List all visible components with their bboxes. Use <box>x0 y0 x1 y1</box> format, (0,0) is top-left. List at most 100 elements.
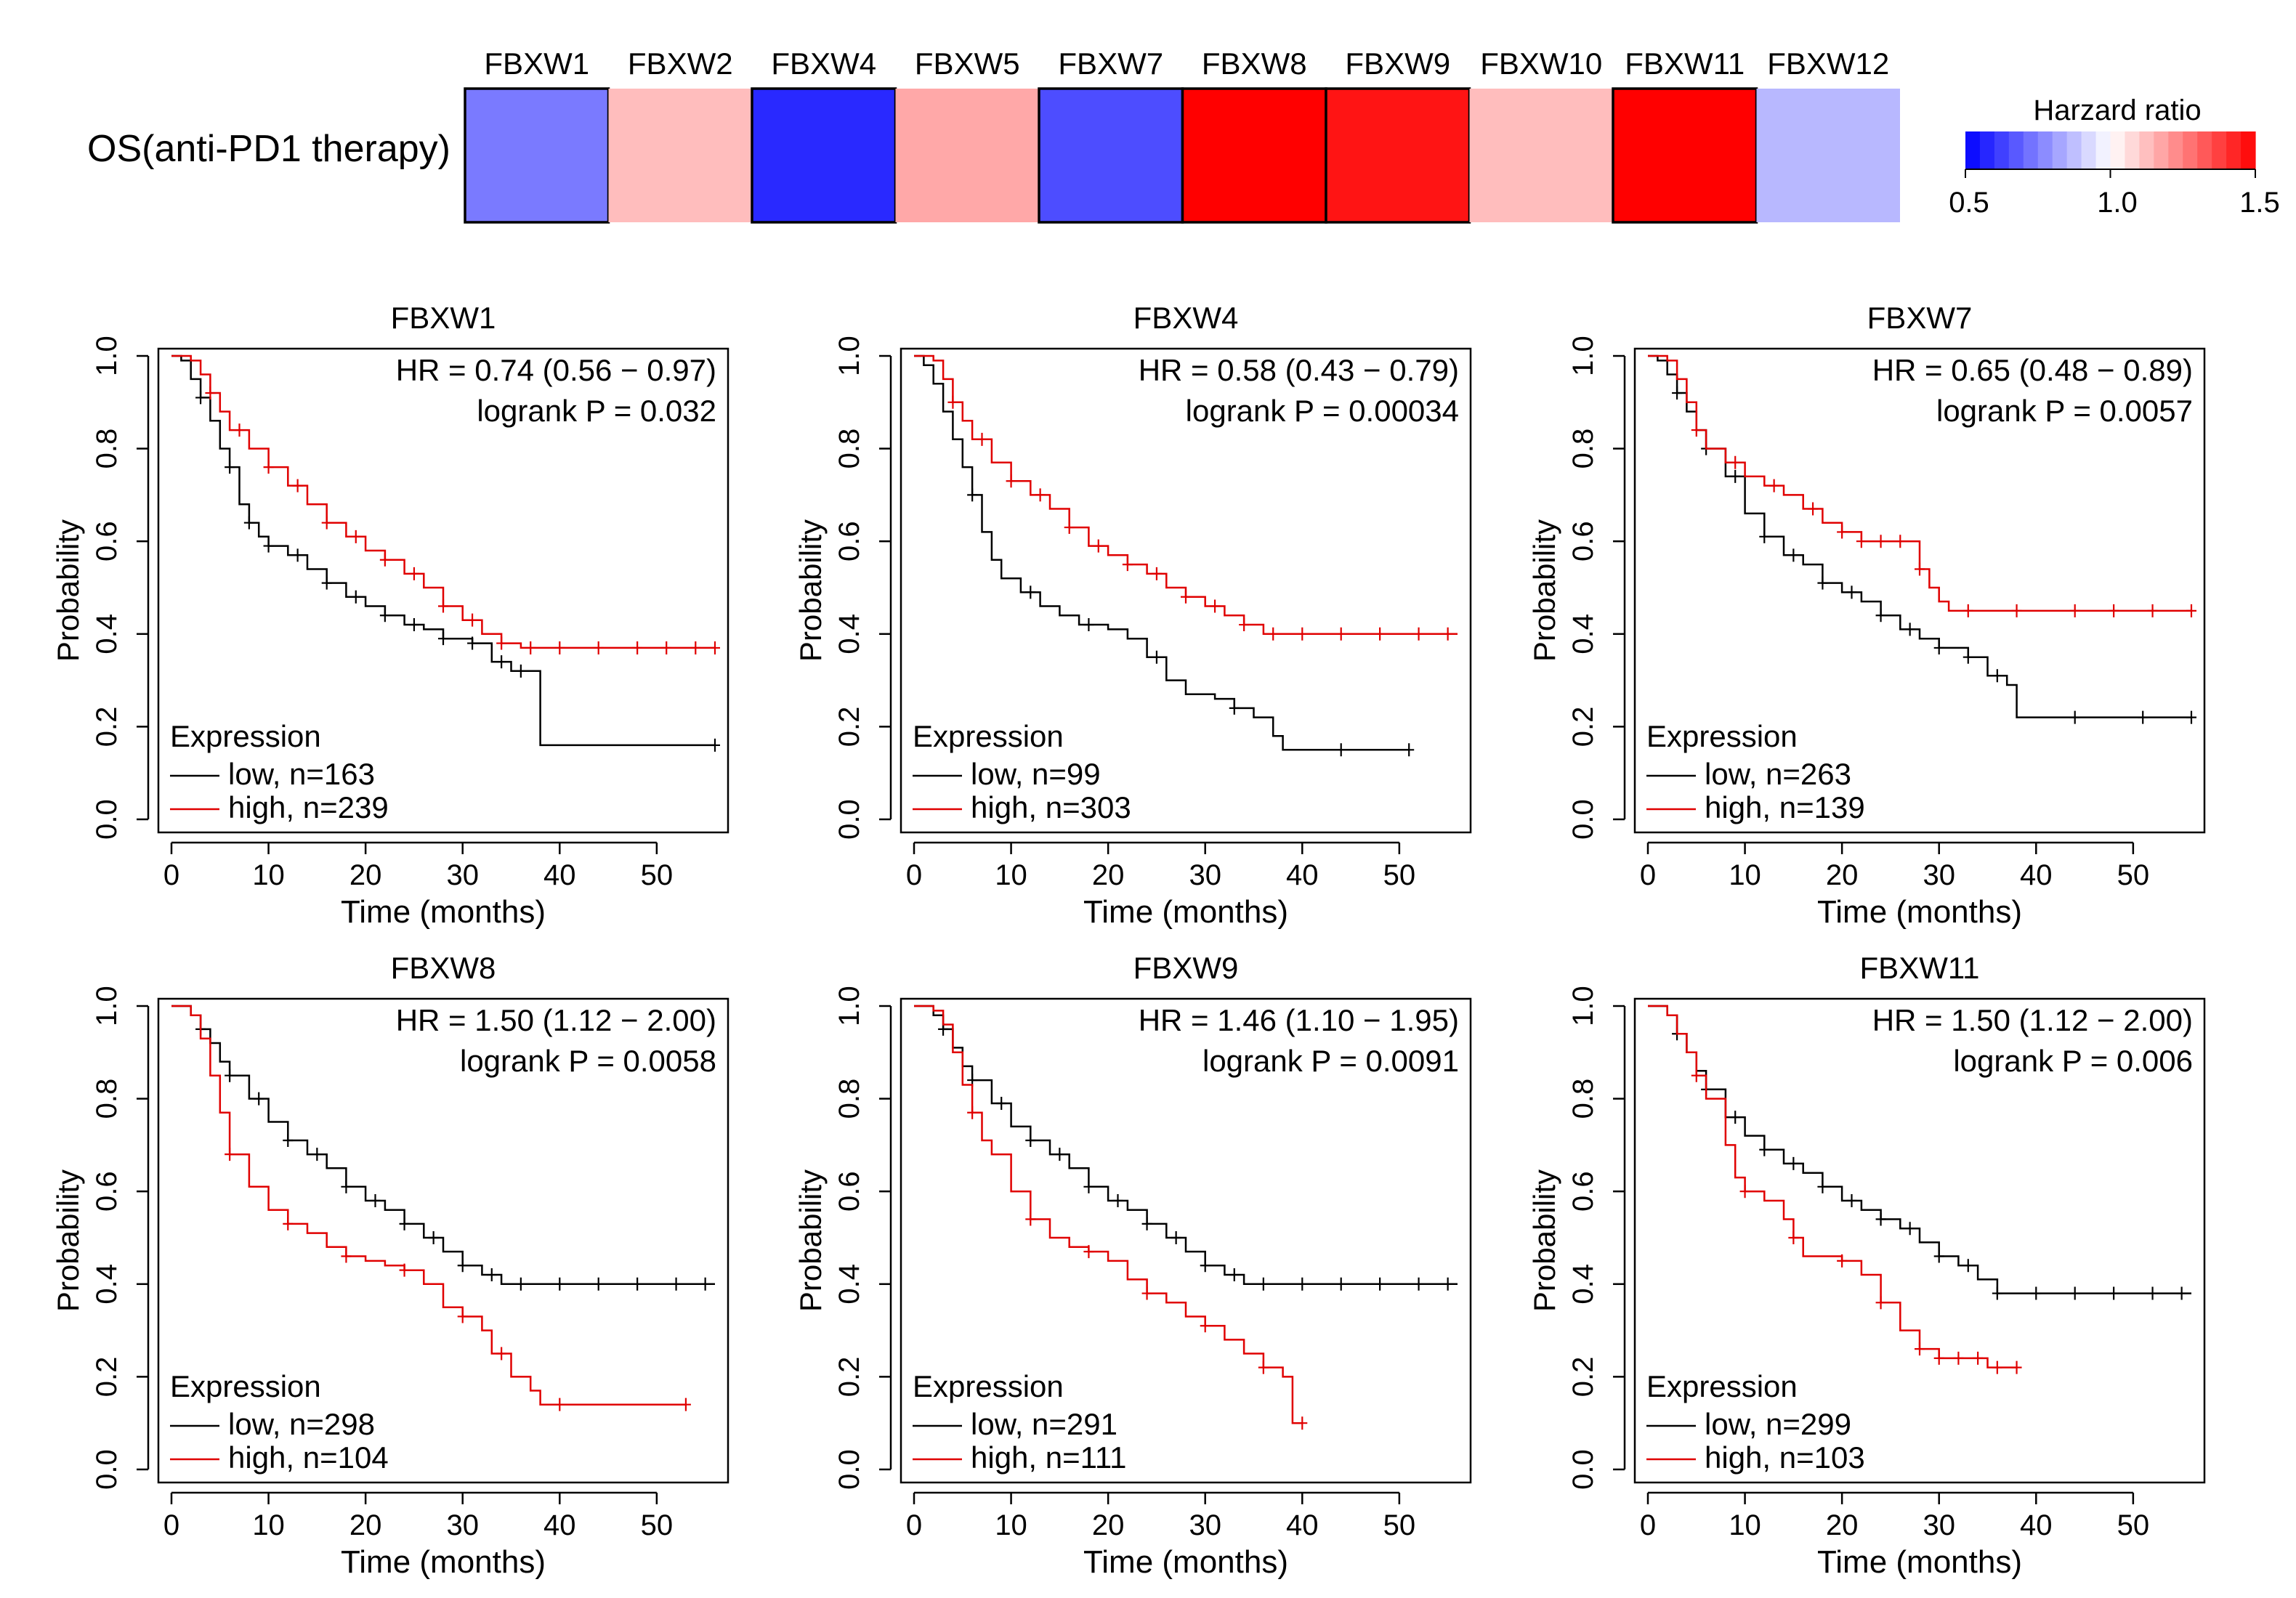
x-tick-label: 30 <box>1189 859 1221 891</box>
censor-mark <box>2186 710 2196 724</box>
heatmap-cell-fbxw10 <box>1469 89 1613 222</box>
panel-title: FBXW11 <box>1860 951 1980 985</box>
x-axis-label: Time (months) <box>1083 894 1288 930</box>
legend-color-step <box>2183 131 2198 169</box>
y-tick-label: 0.4 <box>1567 614 1599 654</box>
hazard-ratio-text: HR = 1.50 (1.12 − 2.00) <box>1872 1003 2193 1037</box>
x-tick-label: 10 <box>1729 859 1761 891</box>
censor-mark <box>1258 1360 1269 1374</box>
survival-curve-low <box>914 1005 1458 1286</box>
plot-frame <box>1633 347 2206 834</box>
censor-mark <box>408 567 419 580</box>
x-tick-label: 30 <box>446 1509 479 1541</box>
censor-mark <box>1229 1268 1240 1282</box>
hazard-ratio-text: HR = 0.74 (0.56 − 0.97) <box>396 353 716 387</box>
censor-mark <box>341 1180 352 1193</box>
heatmap-cell-fbxw9 <box>1325 87 1471 224</box>
censor-mark <box>2147 1286 2158 1300</box>
legend-min-label: 0.5 <box>1949 187 1989 219</box>
y-axis-label: Probability <box>51 1169 85 1312</box>
censor-mark <box>1759 530 1770 543</box>
censor-mark <box>996 1096 1007 1110</box>
legend-color-step <box>2110 131 2126 169</box>
heatmap-cell-fbxw7 <box>1038 87 1184 224</box>
censor-mark <box>1933 1351 1944 1365</box>
censor-mark <box>1730 469 1741 483</box>
y-tick-label: 0.0 <box>91 799 123 840</box>
hazard-ratio-text: HR = 0.58 (0.43 − 0.79) <box>1139 353 1459 387</box>
censor-mark <box>312 1148 323 1161</box>
heatmap-cell-fbxw1 <box>464 87 610 224</box>
y-tick-label: 0.0 <box>833 799 865 840</box>
x-tick-label: 50 <box>1383 859 1416 891</box>
y-axis-label: Probability <box>51 519 85 662</box>
km-panel-fbxw9: FBXW9 0 10 20 30 40 50 Time (months) 0.0 0.2 0.4 0.… <box>793 951 1472 1580</box>
y-tick-label: 0.0 <box>833 1449 865 1490</box>
hazard-ratio-text: HR = 1.50 (1.12 − 2.00) <box>396 1003 716 1037</box>
censor-mark <box>680 1398 691 1411</box>
logrank-p-text: logrank P = 0.00034 <box>1186 394 1459 428</box>
logrank-p-text: logrank P = 0.0058 <box>460 1044 716 1078</box>
legend-title: Expression <box>913 719 1064 753</box>
censor-mark <box>671 1277 682 1291</box>
heatmap-gene-label: FBXW1 <box>484 46 589 81</box>
x-tick-label: 20 <box>349 1509 382 1541</box>
censor-mark <box>2011 1360 2022 1374</box>
km-panels: FBXW1 0 10 20 30 40 50 Time (months) 0.0 0.2 0.4 0.… <box>51 301 2206 1580</box>
censor-mark <box>2109 604 2119 617</box>
censor-mark <box>205 386 216 400</box>
km-panel-fbxw4: FBXW4 0 10 20 30 40 50 Time (months) 0.0 0.2 0.4 0.… <box>793 301 1472 930</box>
censor-mark <box>1151 567 1162 580</box>
censor-mark <box>1083 618 1094 632</box>
censor-mark <box>515 664 526 678</box>
x-tick-label: 0 <box>906 1509 922 1541</box>
y-tick-label: 0.8 <box>1567 429 1599 469</box>
plot-frame <box>1633 997 2206 1484</box>
y-tick-label: 0.6 <box>833 521 865 561</box>
censor-mark <box>467 636 478 650</box>
censor-mark <box>593 641 604 654</box>
censor-mark <box>457 1259 468 1273</box>
censor-mark <box>1442 627 1453 641</box>
y-tick-label: 1.0 <box>1567 336 1599 376</box>
x-axis-label: Time (months) <box>1817 1544 2022 1580</box>
censor-mark <box>1788 1156 1799 1170</box>
censor-mark <box>1915 562 1925 576</box>
legend-color-step <box>2125 131 2140 169</box>
censor-mark <box>2147 604 2158 617</box>
y-tick-label: 0.6 <box>1567 1171 1599 1212</box>
censor-mark <box>254 1092 264 1106</box>
censor-mark <box>593 1277 604 1291</box>
censor-mark <box>1181 590 1191 604</box>
logrank-p-text: logrank P = 0.0091 <box>1202 1044 1459 1078</box>
x-tick-label: 40 <box>543 1509 576 1541</box>
plot-frame <box>157 347 729 834</box>
y-tick-label: 0.4 <box>833 614 865 654</box>
censor-mark <box>399 1263 410 1277</box>
censor-mark <box>292 548 303 562</box>
censor-mark <box>1730 1111 1741 1124</box>
censor-mark <box>1788 1231 1799 1244</box>
heatmap-cell-fbxw5 <box>895 89 1039 222</box>
censor-mark <box>1413 627 1424 641</box>
x-tick-label: 10 <box>252 1509 285 1541</box>
censor-mark <box>1122 558 1133 572</box>
censor-mark <box>977 432 987 446</box>
censor-mark <box>263 539 274 553</box>
censor-mark <box>2186 604 2196 617</box>
censor-mark <box>1297 1416 1308 1430</box>
legend-color-step <box>2212 131 2227 169</box>
censor-mark <box>341 1249 352 1263</box>
censor-mark <box>438 632 448 646</box>
hazard-ratio-legend: Harzard ratio 0.5 1.0 1.5 <box>1949 94 2280 219</box>
censor-mark <box>1846 1193 1857 1207</box>
censor-mark <box>1962 1259 1973 1273</box>
censor-mark <box>1083 1180 1094 1193</box>
y-tick-label: 0.8 <box>1567 1079 1599 1119</box>
heatmap-row-label: OS(anti-PD1 therapy) <box>87 128 450 170</box>
km-panel-fbxw8: FBXW8 0 10 20 30 40 50 Time (months) 0.0 0.2 0.4 0.… <box>51 951 729 1580</box>
censor-mark <box>1093 539 1104 553</box>
censor-mark <box>554 641 565 654</box>
legend-mid-label: 1.0 <box>2097 187 2138 219</box>
